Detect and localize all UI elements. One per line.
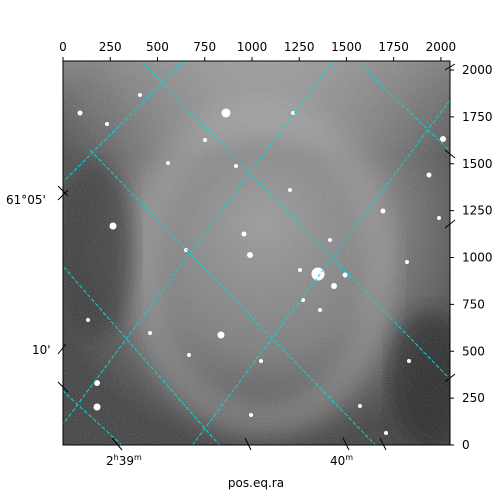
star xyxy=(318,308,322,312)
axes-frame xyxy=(62,60,451,446)
ra-tick-label-hours: 2h39m xyxy=(106,453,142,468)
y-tick-label: 1250 xyxy=(462,204,493,218)
grid-tick-mark xyxy=(444,219,456,229)
star xyxy=(298,268,302,272)
y-tick-label: 1750 xyxy=(462,110,493,124)
star xyxy=(109,222,117,230)
y-tick-label: 750 xyxy=(462,297,485,311)
star xyxy=(358,404,362,408)
star xyxy=(259,359,263,363)
star xyxy=(328,238,332,242)
x-tick-label: 500 xyxy=(146,40,169,54)
y-tick-label: 500 xyxy=(462,344,485,358)
star xyxy=(405,260,409,264)
dec-tick-label: 61°05' xyxy=(6,193,46,207)
star xyxy=(94,380,100,386)
dec-tick-mark xyxy=(57,343,67,355)
grid-line xyxy=(63,61,185,183)
grid-line xyxy=(355,61,450,152)
x-tick-label: 0 xyxy=(59,40,67,54)
ra-tick-mark xyxy=(379,437,387,451)
y-tick-label: 250 xyxy=(462,391,485,405)
star xyxy=(77,110,83,116)
star xyxy=(247,252,253,258)
y-tick-label: 0 xyxy=(462,438,470,452)
x-tick-label: 750 xyxy=(193,40,216,54)
y-tick-label: 2000 xyxy=(462,63,493,77)
star xyxy=(440,136,446,142)
star xyxy=(234,164,238,168)
dec-tick-mark xyxy=(57,185,69,197)
star xyxy=(426,172,432,178)
ra-tick-mark xyxy=(244,437,252,451)
star xyxy=(311,267,325,281)
y-tick-label: 1000 xyxy=(462,251,493,265)
dec-tick-label: 10' xyxy=(32,343,51,357)
x-tick-label: 1000 xyxy=(237,40,268,54)
ra-tick-label-minutes: 40m xyxy=(330,453,353,468)
star xyxy=(288,188,292,192)
star xyxy=(407,359,411,363)
x-axis-label: pos.eq.ra xyxy=(228,476,284,490)
star xyxy=(86,318,90,322)
grid-tick-mark xyxy=(444,63,456,71)
grid-line xyxy=(63,61,334,425)
dec-ticks: 61°05' 10' xyxy=(6,185,69,393)
grid-line xyxy=(63,390,123,445)
y-tick-label: 1500 xyxy=(462,157,493,171)
y-axis-ticks: 0 250 500 750 1000 1250 1500 1750 2000 xyxy=(450,63,493,452)
star xyxy=(437,216,441,220)
x-axis-ticks: 0 250 500 750 1000 1250 1500 1750 2000 xyxy=(59,40,456,61)
x-tick-label: 1500 xyxy=(331,40,362,54)
star xyxy=(241,231,247,237)
star xyxy=(331,283,337,289)
ra-tick-mark xyxy=(342,437,350,451)
x-tick-label: 250 xyxy=(99,40,122,54)
star xyxy=(221,108,231,118)
star xyxy=(342,272,348,278)
stars xyxy=(77,93,446,435)
star xyxy=(384,431,388,435)
ra-ticks: 2h39m 40m xyxy=(106,437,387,468)
sky-noise xyxy=(63,61,450,445)
x-tick-label: 1750 xyxy=(378,40,409,54)
star xyxy=(380,208,386,214)
star xyxy=(187,353,191,357)
x-tick-label: 1250 xyxy=(284,40,315,54)
coordinate-grid xyxy=(63,61,450,445)
dec-tick-mark xyxy=(57,189,69,201)
right-grid-ticks xyxy=(444,63,456,383)
image-panel xyxy=(63,61,450,445)
grid-line xyxy=(89,149,377,445)
dec-tick-mark xyxy=(57,381,69,393)
ra-tick-mark xyxy=(111,437,123,451)
star xyxy=(203,138,207,142)
x-tick-label: 2000 xyxy=(426,40,457,54)
star xyxy=(291,111,295,115)
grid-tick-mark xyxy=(444,149,456,159)
star xyxy=(148,331,152,335)
grid-tick-mark xyxy=(444,373,456,383)
star xyxy=(93,403,101,411)
star xyxy=(217,331,225,339)
star xyxy=(105,122,109,126)
grid-line xyxy=(63,265,221,445)
star xyxy=(138,93,142,97)
star xyxy=(166,161,170,165)
star xyxy=(249,413,253,417)
